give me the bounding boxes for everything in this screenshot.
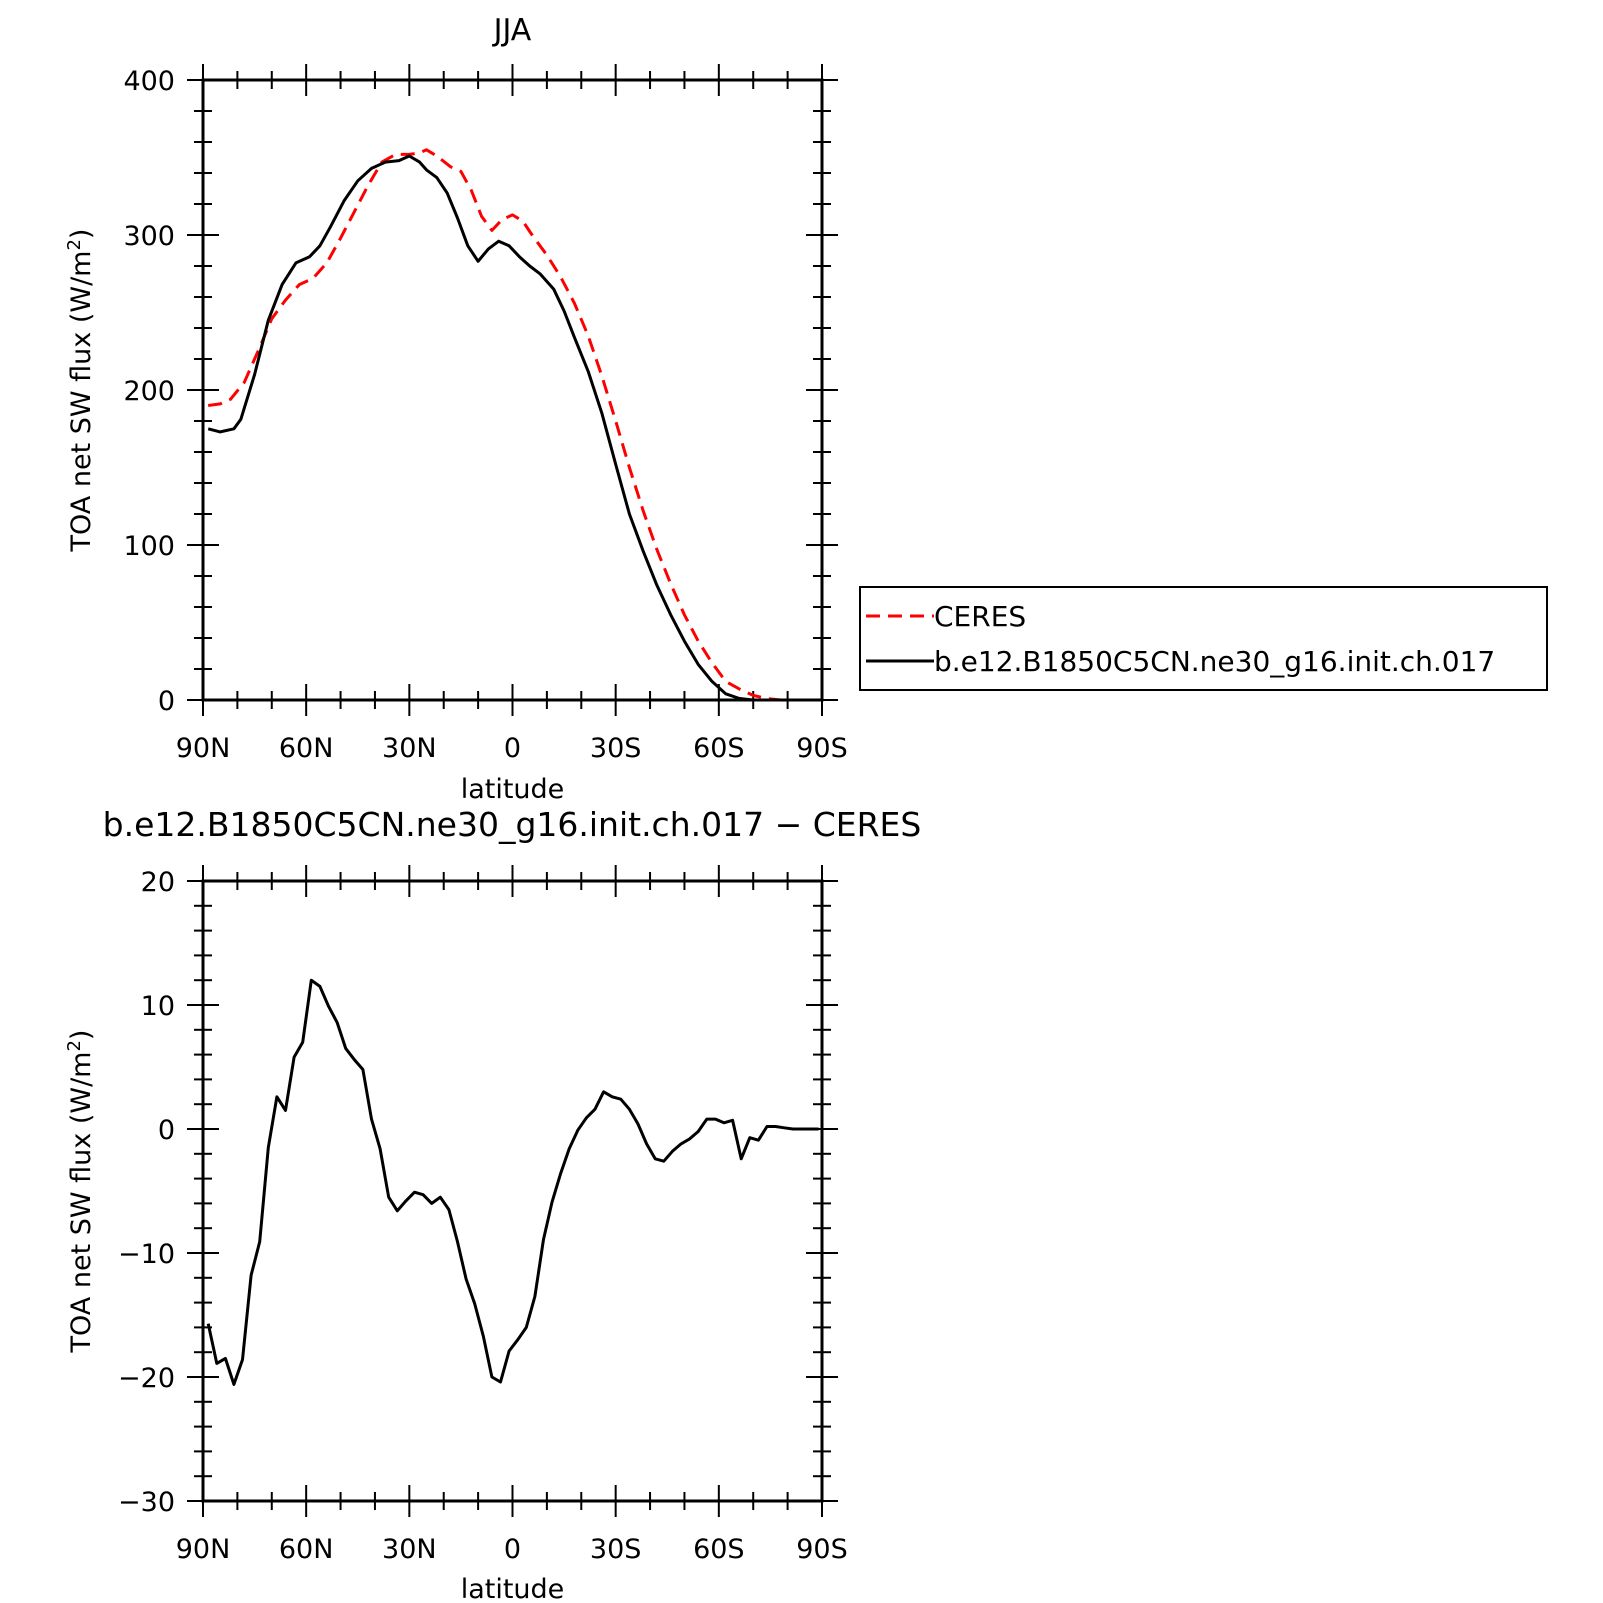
y-tick-label: 0	[158, 686, 175, 717]
legend-box	[859, 586, 1548, 691]
x-tick-label: 0	[504, 1534, 521, 1565]
x-tick-label: 90N	[176, 1534, 231, 1565]
chart-title: JJA	[492, 13, 532, 48]
y-tick-label: −30	[118, 1487, 175, 1518]
x-tick-label: 60S	[693, 733, 745, 764]
series-line-0	[206, 978, 819, 1386]
x-tick-label: 60N	[279, 1534, 334, 1565]
y-tick-label: 20	[141, 867, 175, 898]
series-line-1	[207, 154, 822, 702]
x-tick-label: 0	[504, 733, 521, 764]
x-tick-label: 30N	[382, 1534, 437, 1565]
legend-label-1: b.e12.B1850C5CN.ne30_g16.init.ch.017	[934, 645, 1495, 678]
x-tick-label: 90N	[176, 733, 231, 764]
y-tick-label: 300	[123, 221, 175, 252]
y-axis-label: TOA net SW flux (W/m2)	[64, 1030, 98, 1354]
y-tick-label: −20	[118, 1363, 175, 1394]
y-tick-label: 200	[123, 376, 175, 407]
series-line-0	[208, 148, 822, 702]
y-axis-label: TOA net SW flux (W/m2)	[64, 229, 98, 553]
y-tick-label: 400	[123, 66, 175, 97]
chart-difference: b.e12.B1850C5CN.ne30_g16.init.ch.017 − C…	[64, 805, 922, 1603]
x-tick-label: 90S	[796, 1534, 848, 1565]
plot-frame	[201, 78, 824, 702]
plot-frame	[201, 879, 824, 1503]
y-tick-label: 0	[158, 1115, 175, 1146]
chart-title: b.e12.B1850C5CN.ne30_g16.init.ch.017 − C…	[103, 805, 922, 844]
x-axis-label: latitude	[461, 1574, 565, 1603]
x-tick-label: 30S	[590, 1534, 642, 1565]
y-tick-label: 100	[123, 531, 175, 562]
x-tick-label: 30S	[590, 733, 642, 764]
chart-top: JJA 90N 60N 30N 0 30S 60S 90S 0 100 200 300 400 latit…	[64, 13, 848, 805]
legend-label-0: CERES	[934, 600, 1026, 633]
x-tick-label: 60N	[279, 733, 334, 764]
legend: CERES b.e12.B1850C5CN.ne30_g16.init.ch.01…	[859, 586, 1548, 691]
x-tick-label: 90S	[796, 733, 848, 764]
x-tick-label: 30N	[382, 733, 437, 764]
y-tick-label: 10	[141, 991, 175, 1022]
y-tick-label: −10	[118, 1239, 175, 1270]
x-tick-label: 60S	[693, 1534, 745, 1565]
x-axis-label: latitude	[461, 774, 565, 805]
